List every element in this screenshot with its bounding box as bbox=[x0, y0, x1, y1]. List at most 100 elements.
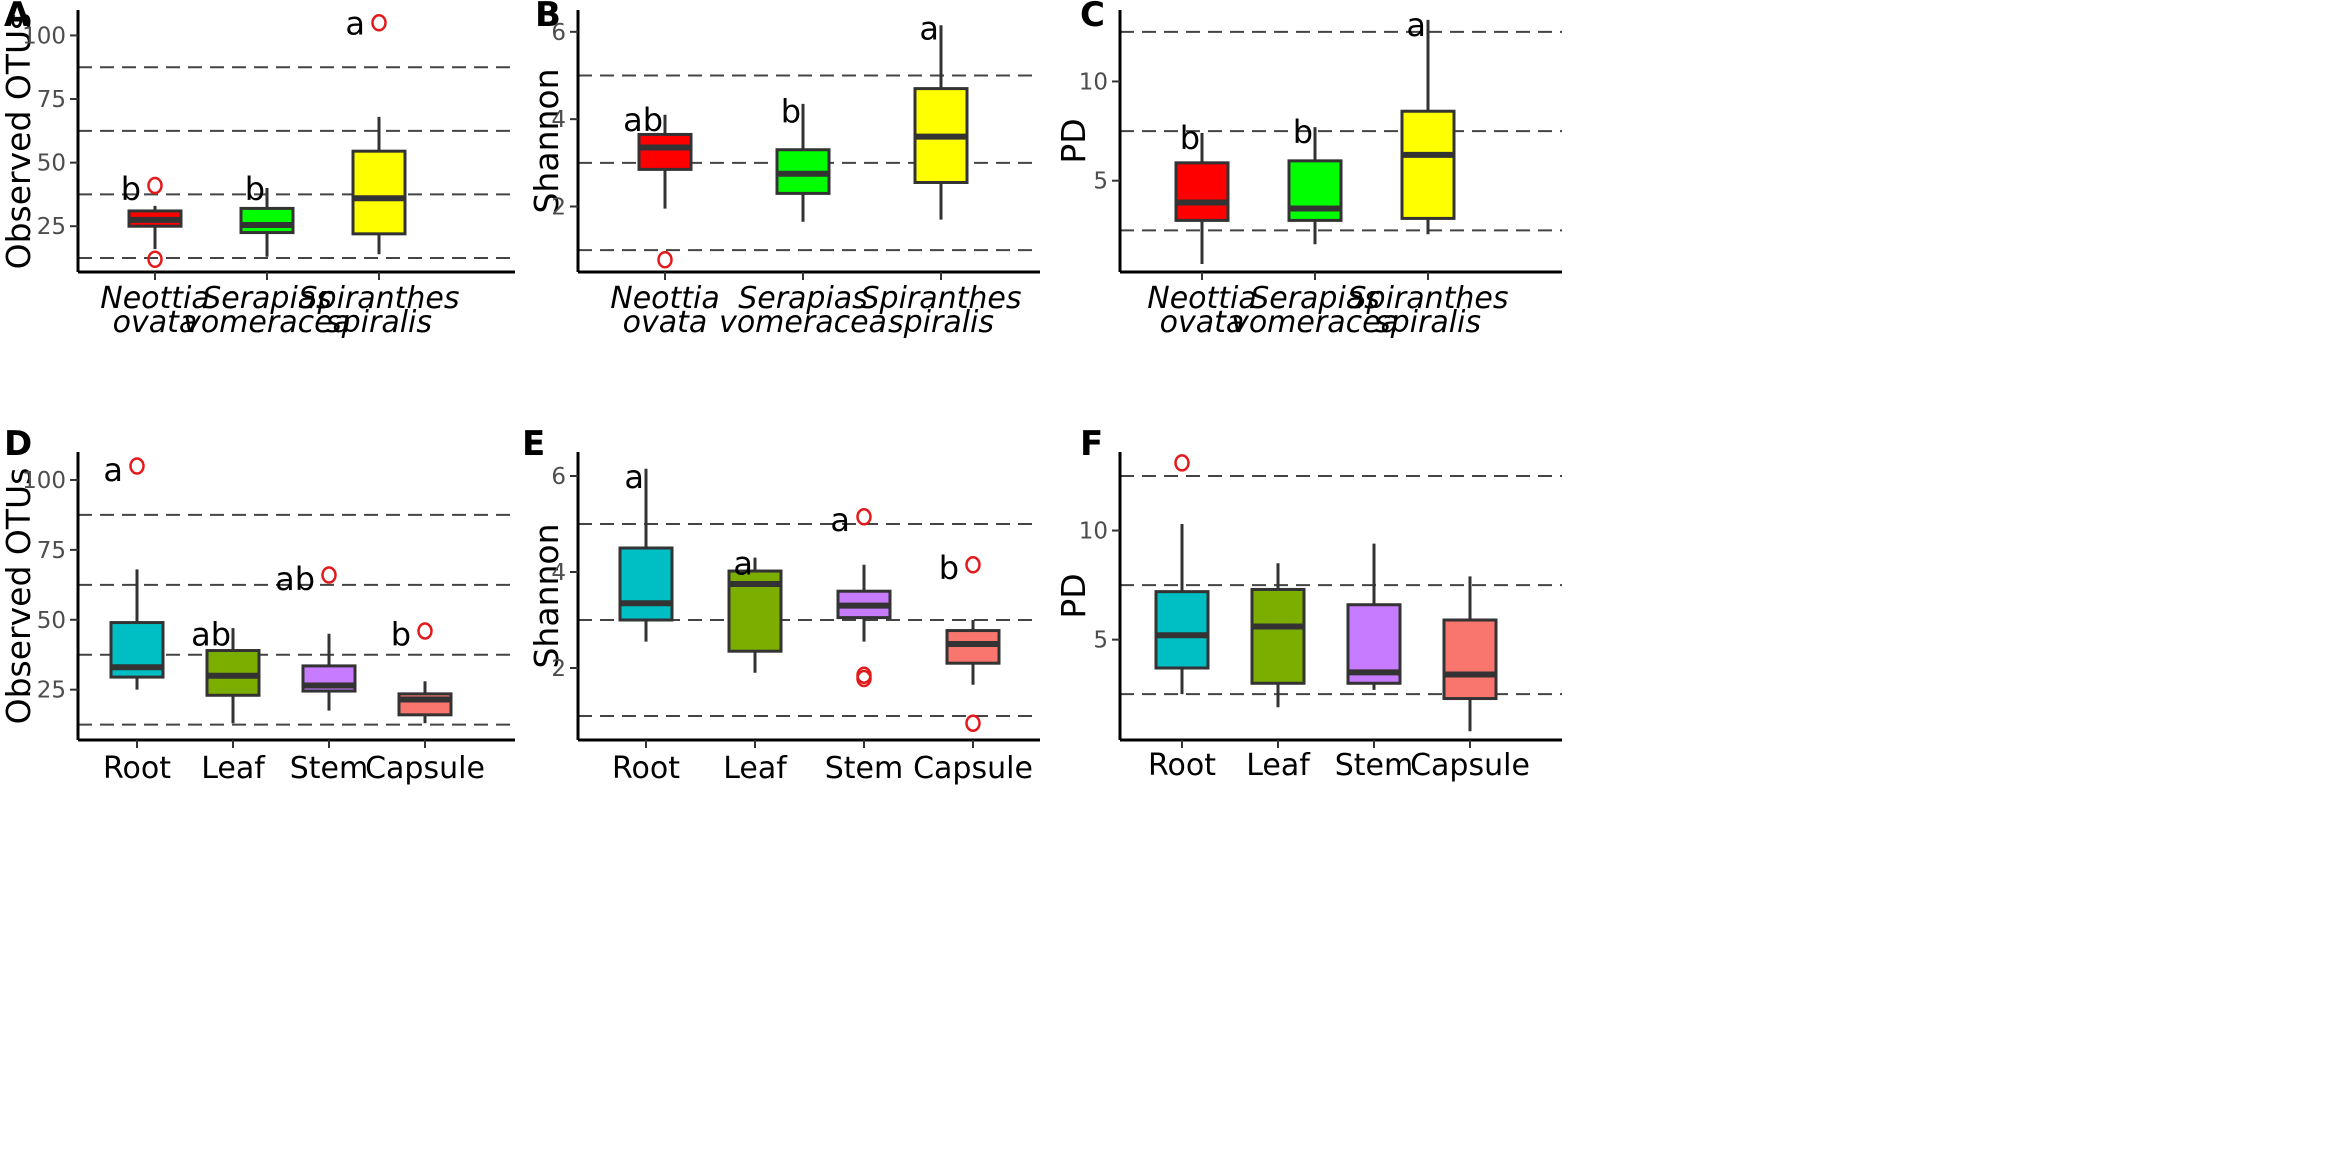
x-category-label: Root bbox=[612, 751, 680, 786]
box-body bbox=[618, 546, 674, 622]
significance-letter: b bbox=[391, 616, 411, 654]
x-category-label: ovata bbox=[1160, 305, 1245, 340]
significance-letter: a bbox=[103, 451, 123, 489]
y-axis-label: PD bbox=[1054, 118, 1093, 163]
x-category-label: Spiranthes bbox=[1347, 281, 1508, 316]
outlier-point bbox=[147, 250, 163, 269]
outlier-point bbox=[321, 566, 337, 584]
y-tick-label: 50 bbox=[37, 608, 66, 634]
box-group: a Leaf bbox=[723, 544, 788, 786]
y-tick-label: 4 bbox=[551, 107, 566, 133]
y-tick-label: 10 bbox=[1079, 69, 1108, 95]
panel-letter-e: E bbox=[522, 424, 545, 464]
y-axis-label: Observed OTUs bbox=[0, 468, 38, 725]
panel-letter-d: D bbox=[4, 424, 32, 464]
box-body bbox=[637, 132, 693, 171]
panel-letter-f: F bbox=[1080, 424, 1103, 464]
y-tick-label: 2 bbox=[551, 656, 566, 682]
y-tick-label: 5 bbox=[1093, 169, 1108, 195]
outlier-point bbox=[856, 508, 872, 526]
y-axis-label: Observed OTUs bbox=[0, 13, 38, 270]
box-group: a Root bbox=[103, 451, 171, 786]
box-body bbox=[351, 149, 407, 236]
x-category-label: spiralis bbox=[888, 305, 994, 340]
significance-letter: a bbox=[733, 544, 753, 582]
significance-letter: b bbox=[781, 92, 801, 130]
outlier-point bbox=[371, 13, 387, 32]
x-category-label: vomeracea bbox=[719, 305, 887, 340]
x-category-label: Serapias bbox=[202, 281, 332, 316]
box-group: Leaf bbox=[1246, 563, 1311, 783]
x-category-label: Root bbox=[1148, 748, 1216, 783]
box-group: Capsule bbox=[1410, 576, 1530, 783]
y-tick-label: 75 bbox=[37, 538, 66, 564]
y-tick-label: 5 bbox=[1093, 628, 1108, 654]
significance-letter: ab bbox=[623, 101, 663, 139]
significance-letter: ab bbox=[191, 616, 231, 654]
x-category-label: Spiranthes bbox=[860, 281, 1021, 316]
significance-letter: b bbox=[1293, 113, 1313, 151]
y-tick-label: 50 bbox=[37, 151, 66, 177]
outlier-point bbox=[417, 622, 433, 640]
box-body bbox=[1400, 109, 1456, 220]
y-axis-label: PD bbox=[1054, 573, 1093, 618]
panel-letter-b: B bbox=[535, 0, 561, 35]
box-body bbox=[1154, 590, 1210, 670]
box-body bbox=[1250, 587, 1306, 685]
y-axis-label: Shannon bbox=[527, 523, 566, 668]
x-category-label: Neottia bbox=[610, 281, 720, 316]
x-category-label: Leaf bbox=[201, 751, 266, 786]
y-tick-label: 6 bbox=[551, 464, 566, 490]
outlier-point bbox=[965, 714, 981, 732]
box-group: b Capsule bbox=[365, 616, 485, 786]
x-category-label: spiralis bbox=[326, 305, 432, 340]
x-category-label: Neottia bbox=[1147, 281, 1257, 316]
box-body bbox=[1442, 618, 1498, 701]
outlier-point bbox=[129, 457, 145, 475]
x-category-label: Capsule bbox=[913, 751, 1033, 786]
box-group: b Capsule bbox=[913, 549, 1033, 786]
x-category-label: Serapias bbox=[738, 281, 868, 316]
x-category-label: Stem bbox=[290, 751, 369, 786]
x-category-label: vomeracea bbox=[1231, 305, 1399, 340]
panel-letter-c: C bbox=[1080, 0, 1105, 35]
y-tick-label: 75 bbox=[37, 87, 66, 113]
significance-letter: b bbox=[121, 170, 141, 208]
box-body bbox=[239, 206, 295, 235]
y-tick-label: 6 bbox=[551, 20, 566, 46]
significance-letter: b bbox=[1180, 119, 1200, 157]
significance-letter: b bbox=[939, 549, 959, 587]
x-category-label: ovata bbox=[113, 305, 198, 340]
outlier-point bbox=[965, 556, 981, 574]
x-category-label: ovata bbox=[623, 305, 708, 340]
y-tick-label: 100 bbox=[22, 23, 66, 49]
significance-letter: b bbox=[245, 170, 265, 208]
x-category-label: Leaf bbox=[723, 751, 788, 786]
y-tick-label: 25 bbox=[37, 214, 66, 240]
outlier-point bbox=[147, 176, 163, 195]
x-category-label: Leaf bbox=[1246, 748, 1311, 783]
x-category-label: Neottia bbox=[100, 281, 210, 316]
box-group: a Root bbox=[612, 458, 680, 786]
significance-letter: ab bbox=[275, 560, 315, 598]
y-tick-label: 10 bbox=[1079, 519, 1108, 545]
outlier-point bbox=[657, 251, 673, 269]
significance-letter: a bbox=[624, 458, 644, 496]
panel-letter-a: A bbox=[4, 0, 31, 35]
y-tick-label: 2 bbox=[551, 195, 566, 221]
box-body bbox=[1174, 161, 1230, 222]
